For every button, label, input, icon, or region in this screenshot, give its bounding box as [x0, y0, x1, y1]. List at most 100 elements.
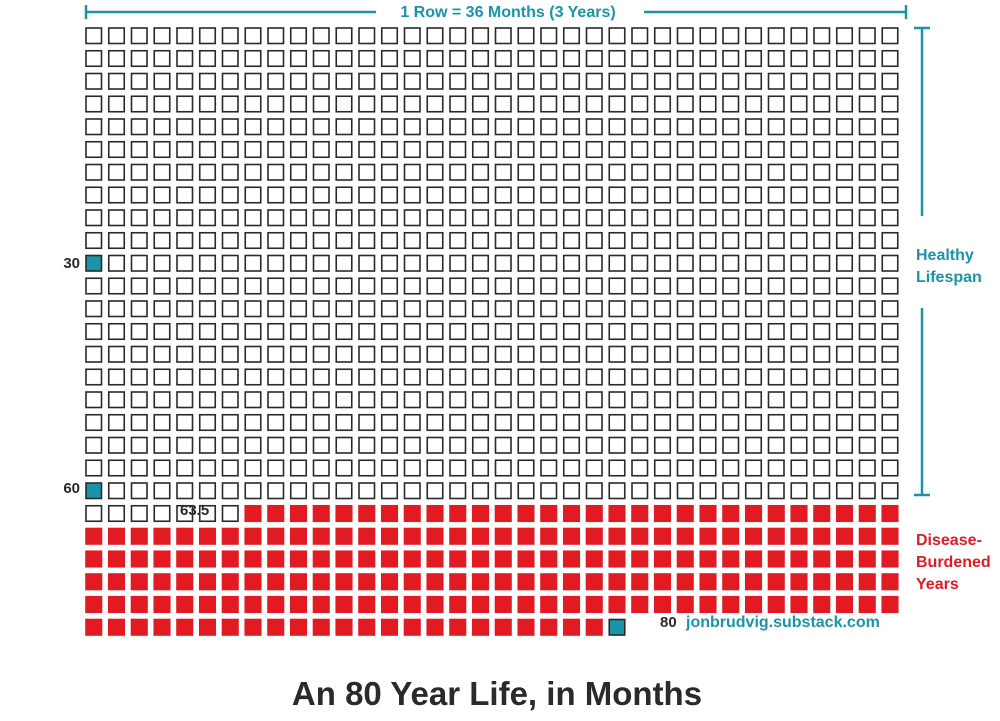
month-cell: [130, 459, 148, 477]
month-cell: [585, 391, 603, 409]
month-cell: [517, 72, 535, 90]
month-cell: [403, 277, 421, 295]
month-cell: [358, 254, 376, 272]
month-cell: [653, 118, 672, 136]
month-cell: [767, 186, 785, 204]
month-cell: [403, 27, 421, 45]
month-cell: [835, 140, 854, 159]
month-cell: [176, 231, 194, 250]
month-cell: [653, 345, 672, 363]
month-cell: [858, 573, 876, 591]
month-cell: [176, 277, 194, 295]
month-cell: [767, 436, 785, 454]
month-cell: [790, 573, 808, 591]
month-cell: [722, 49, 740, 68]
month-cell: [722, 140, 740, 159]
month-cell: [312, 322, 330, 341]
month-cell: [176, 322, 194, 341]
month-cell: [631, 95, 649, 113]
month-cell: [813, 413, 831, 432]
month-cell: [244, 618, 262, 636]
month-cell: [267, 322, 285, 341]
month-cell: [517, 550, 535, 568]
month-cell: [358, 118, 376, 136]
month-cell: [107, 300, 126, 318]
month-cell: [676, 72, 694, 90]
month-cell: [653, 27, 672, 45]
month-cell: [881, 368, 899, 386]
month-cell: [676, 95, 694, 113]
month-cell: [835, 368, 854, 386]
month-cell: [585, 550, 603, 568]
month-cell: [767, 254, 785, 272]
month-cell: [380, 573, 399, 591]
month-cell: [107, 550, 126, 568]
month-cell: [176, 527, 194, 545]
month-cell: [722, 300, 740, 318]
month-cell: [449, 345, 467, 363]
month-cell: [130, 345, 148, 363]
month-cell: [312, 459, 330, 477]
month-cell: [585, 595, 603, 614]
month-cell: [267, 527, 285, 545]
month-cell: [585, 618, 603, 636]
month-cell: [176, 118, 194, 136]
month-cell: [744, 95, 763, 113]
month-cell: [722, 72, 740, 90]
month-cell: [380, 186, 399, 204]
month-cell: [449, 368, 467, 386]
month-cell: [699, 231, 717, 250]
month-cell: [471, 527, 490, 545]
month-cell: [426, 163, 444, 181]
month-cell: [540, 72, 558, 90]
month-cell: [426, 209, 444, 227]
month-cell: [653, 504, 672, 523]
month-cell: [380, 231, 399, 250]
month-cell: [358, 527, 376, 545]
month-cell: [540, 345, 558, 363]
month-cell: [471, 436, 490, 454]
month-cell: [653, 322, 672, 341]
month-cell: [540, 368, 558, 386]
month-cell: [198, 49, 217, 68]
month-cell: [608, 140, 626, 159]
month-cell: [289, 140, 308, 159]
healthy-label-line-2: Lifespan: [916, 269, 982, 286]
month-cell: [517, 231, 535, 250]
month-cell: [449, 527, 467, 545]
month-cell: [494, 277, 512, 295]
month-cell: [517, 482, 535, 500]
month-cell: [107, 322, 126, 341]
month-cell: [153, 595, 171, 614]
month-cell: [494, 49, 512, 68]
month-cell: [562, 118, 581, 136]
month-cell: [676, 595, 694, 614]
month-cell: [517, 459, 535, 477]
month-cell: [653, 413, 672, 432]
month-cell: [562, 300, 581, 318]
month-cell: [676, 436, 694, 454]
month-cell: [153, 277, 171, 295]
month-cell: [403, 72, 421, 90]
month-cell: [562, 436, 581, 454]
month-cell: [380, 322, 399, 341]
month-cell: [767, 231, 785, 250]
month-cell: [494, 345, 512, 363]
month-cell: [358, 300, 376, 318]
month-cell: [449, 95, 467, 113]
month-cell: [85, 504, 103, 523]
month-cell: [198, 163, 217, 181]
month-cell: [449, 277, 467, 295]
month-cell: [494, 573, 512, 591]
month-cell: [562, 527, 581, 545]
month-cell: [471, 163, 490, 181]
month-cell: [289, 618, 308, 636]
month-cell: [221, 118, 239, 136]
month-cell: [494, 231, 512, 250]
month-cell: [471, 482, 490, 500]
month-cell: [699, 573, 717, 591]
month-cell: [471, 49, 490, 68]
month-cell: [676, 345, 694, 363]
month-cell: [176, 595, 194, 614]
month-cell: [631, 163, 649, 181]
